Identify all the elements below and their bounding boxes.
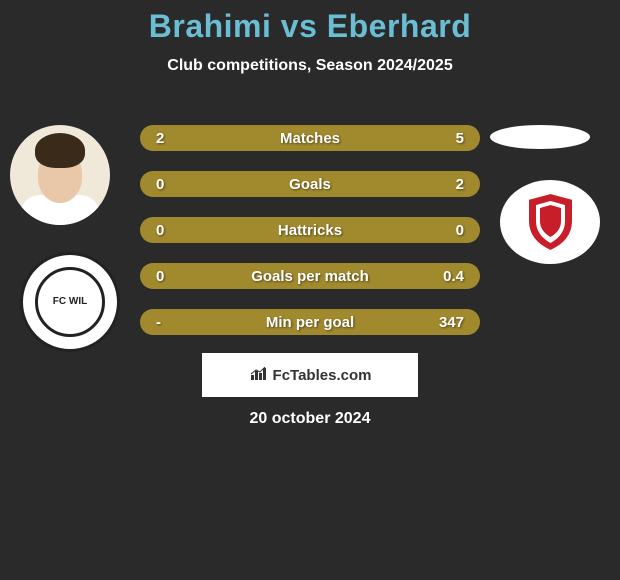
club-right-badge <box>500 180 600 264</box>
club-left-badge: FC WIL <box>20 252 120 352</box>
stat-row-hattricks: 0 Hattricks 0 <box>140 217 480 243</box>
shield-icon <box>523 191 578 253</box>
stat-right-value: 0 <box>404 222 464 239</box>
stat-label: Hattricks <box>216 222 404 239</box>
subtitle: Club competitions, Season 2024/2025 <box>0 57 620 75</box>
stat-label: Goals per match <box>216 268 404 285</box>
stat-right-value: 5 <box>404 130 464 147</box>
stat-left-value: 2 <box>156 130 216 147</box>
stat-left-value: 0 <box>156 176 216 193</box>
stat-left-value: 0 <box>156 268 216 285</box>
stat-right-value: 0.4 <box>404 268 464 285</box>
player-right-avatar <box>490 125 590 149</box>
page-title: Brahimi vs Eberhard <box>0 8 620 45</box>
chart-icon <box>249 365 269 386</box>
player-left-avatar <box>10 125 110 225</box>
stat-left-value: 0 <box>156 222 216 239</box>
stat-row-min-per-goal: - Min per goal 347 <box>140 309 480 335</box>
stat-label: Min per goal <box>216 314 404 331</box>
stat-label: Matches <box>216 130 404 147</box>
stats-section: 2 Matches 5 0 Goals 2 0 Hattricks 0 0 Go… <box>140 125 480 355</box>
footer-brand-text: FcTables.com <box>273 367 372 384</box>
stat-right-value: 2 <box>404 176 464 193</box>
stat-row-goals: 0 Goals 2 <box>140 171 480 197</box>
club-left-text: FC WIL <box>35 267 105 337</box>
stat-right-value: 347 <box>404 314 464 331</box>
stat-label: Goals <box>216 176 404 193</box>
stat-left-value: - <box>156 314 216 331</box>
stat-row-goals-per-match: 0 Goals per match 0.4 <box>140 263 480 289</box>
date-text: 20 october 2024 <box>0 410 620 428</box>
footer-brand-box: FcTables.com <box>202 353 418 397</box>
stat-row-matches: 2 Matches 5 <box>140 125 480 151</box>
